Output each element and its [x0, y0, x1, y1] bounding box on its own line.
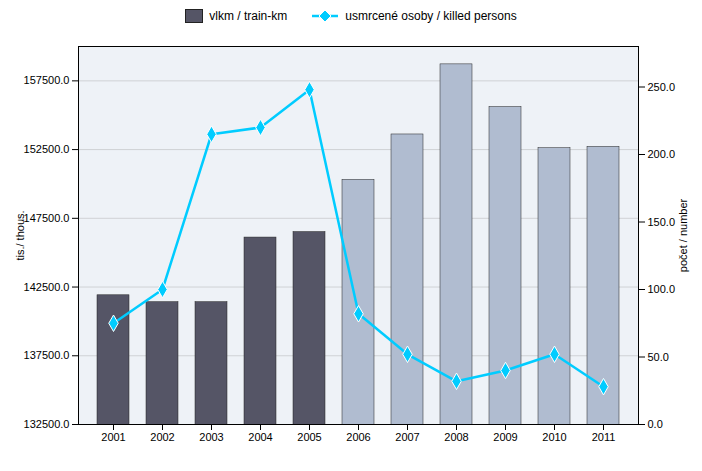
svg-text:100.0: 100.0: [648, 283, 676, 295]
html-text:vlkm / train-km: vlkm / train-km: [209, 9, 288, 23]
svg-text:tis./ thous.: tis./ thous.: [14, 210, 26, 260]
svg-text:157500.0: 157500.0: [24, 74, 70, 86]
svg-text:50.0: 50.0: [648, 351, 669, 363]
svg-text:2005: 2005: [297, 431, 321, 443]
svg-text:147500.0: 147500.0: [24, 212, 70, 224]
svg-text:200.0: 200.0: [648, 148, 676, 160]
svg-text:2009: 2009: [493, 431, 517, 443]
svg-text:2006: 2006: [346, 431, 370, 443]
svg-text:137500.0: 137500.0: [24, 349, 70, 361]
svg-text:150.0: 150.0: [648, 216, 676, 228]
svg-text:2011: 2011: [592, 431, 616, 443]
svg-text:132500.0: 132500.0: [24, 418, 70, 430]
svg-text:250.0: 250.0: [648, 81, 676, 93]
svg-text:2008: 2008: [444, 431, 468, 443]
svg-text:2004: 2004: [248, 431, 272, 443]
svg-text:2002: 2002: [150, 431, 174, 443]
svg-text:2010: 2010: [542, 431, 566, 443]
svg-text:0.0: 0.0: [648, 418, 663, 430]
svg-text:142500.0: 142500.0: [24, 281, 70, 293]
svg-text:počet / number: počet / number: [677, 198, 689, 272]
html-text:usmrcené osoby / killed person: usmrcené osoby / killed persons: [345, 9, 517, 23]
svg-text:2001: 2001: [101, 431, 125, 443]
svg-text:2003: 2003: [199, 431, 223, 443]
svg-text:2007: 2007: [395, 431, 419, 443]
svg-text:152500.0: 152500.0: [24, 143, 70, 155]
